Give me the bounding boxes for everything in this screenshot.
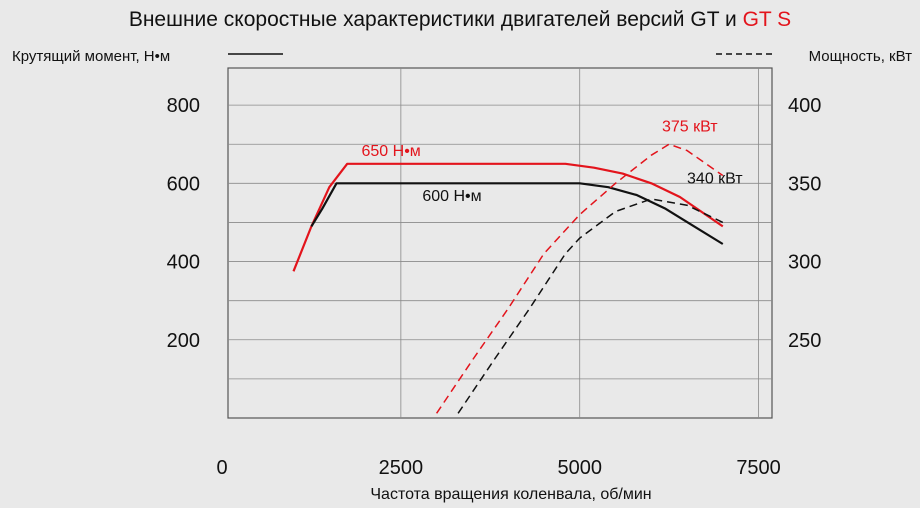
y-left-tick-label: 800 xyxy=(167,95,200,117)
y-right-tick-label: 350 xyxy=(788,173,821,195)
annotation-label: 375 кВт xyxy=(662,119,718,136)
x-tick-label: 0 xyxy=(216,457,227,479)
chart-title: Внешние скоростные характеристики двигат… xyxy=(0,8,920,32)
y-right-tick-label: 400 xyxy=(788,95,821,117)
gt-power-line xyxy=(457,198,724,414)
y-right-tick-label: 300 xyxy=(788,252,821,274)
gt-torque-line xyxy=(310,182,724,245)
annotation-label: 650 Н•м xyxy=(362,143,421,160)
y-right-tick-label: 250 xyxy=(788,330,821,352)
annotation-label: 600 Н•м xyxy=(422,188,481,205)
gts-power-line xyxy=(435,143,724,414)
x-tick-label: 7500 xyxy=(736,457,781,479)
y-left-tick-label: 600 xyxy=(167,173,200,195)
annotation-label: 340 кВт xyxy=(687,170,743,187)
x-tick-label: 5000 xyxy=(557,457,602,479)
right-axis-label: Мощность, кВт xyxy=(808,48,912,65)
x-tick-label: 2500 xyxy=(379,457,424,479)
y-left-tick-label: 400 xyxy=(167,252,200,274)
gts-torque-line xyxy=(292,162,724,272)
chart-title-highlight: GT S xyxy=(742,8,792,31)
plot-frame xyxy=(227,67,773,419)
y-left-tick-label: 200 xyxy=(167,330,200,352)
x-axis-label: Частота вращения коленвала, об/мин xyxy=(370,486,652,503)
chart-title-main: Внешние скоростные характеристики двигат… xyxy=(128,8,737,31)
left-axis-label: Крутящий момент, Н•м xyxy=(12,48,171,65)
